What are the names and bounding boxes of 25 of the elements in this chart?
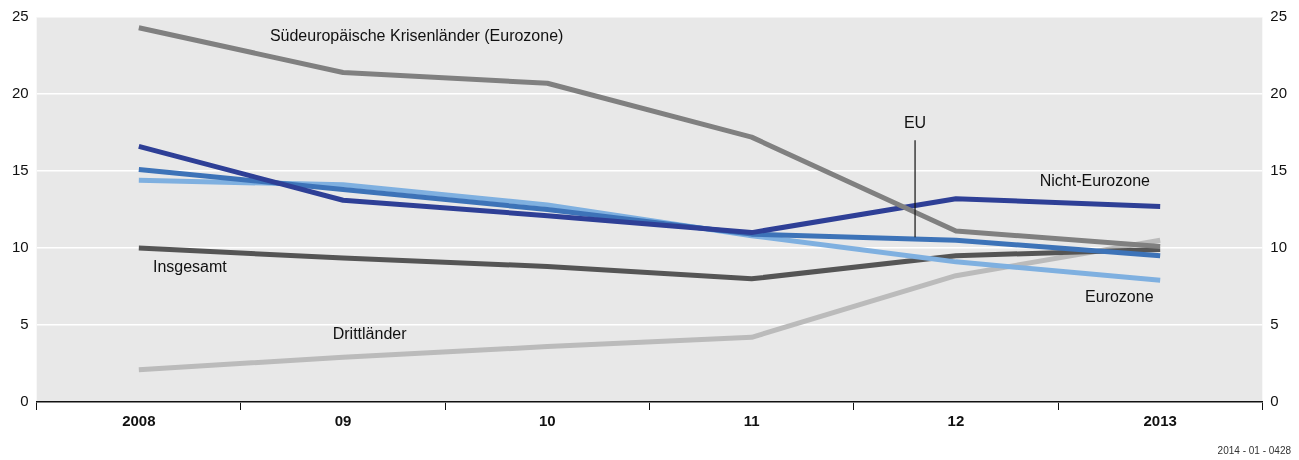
x-tick-label: 12 [947, 412, 965, 430]
x-tick-label: 09 [334, 412, 352, 430]
series-label: Südeuropäische Krisenländer (Eurozone) [269, 27, 564, 45]
y2-tick-label: 25 [1270, 7, 1287, 25]
y2-tick-label: 0 [1270, 392, 1279, 410]
y2-tick-label: 15 [1270, 161, 1287, 179]
series-label: Drittländer [332, 324, 408, 342]
y2-tick-label: 20 [1270, 84, 1287, 102]
y-tick-label: 20 [12, 84, 29, 102]
text: 2014 - 01 - 0428 [1217, 445, 1291, 456]
y2-tick-label: 5 [1270, 315, 1279, 333]
y-tick-label: 5 [20, 315, 29, 333]
y-tick-label: 25 [12, 7, 29, 25]
x-tick-label: 10 [539, 412, 556, 430]
x-tick-label: 11 [743, 412, 760, 430]
y2-tick-label: 10 [1270, 238, 1287, 256]
y-tick-label: 10 [12, 238, 29, 256]
x-tick-label: 2008 [122, 412, 156, 430]
y-tick-label: 15 [12, 161, 29, 179]
x-tick-label: 2013 [1143, 412, 1177, 430]
series-label: Nicht-Eurozone [1039, 172, 1151, 190]
y-tick-label: 0 [20, 392, 29, 410]
text: EU [903, 113, 927, 131]
series-label: Insgesamt [152, 258, 228, 276]
series-label: Eurozone [1085, 287, 1154, 305]
